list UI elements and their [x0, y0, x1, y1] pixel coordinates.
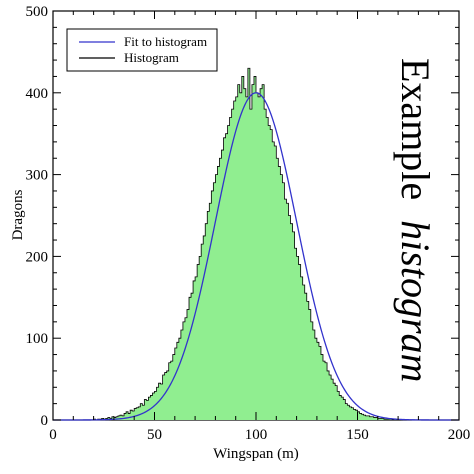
legend-box: [66, 28, 218, 72]
x-tick-label: 50: [147, 427, 162, 443]
tick-layer: 0 50 100 150 200 0 100 200 300 400 500: [26, 4, 471, 443]
x-tick-label: 0: [49, 427, 57, 443]
y-tick-label: 400: [26, 86, 49, 102]
legend-fit-label: Fit to histogram: [124, 34, 207, 49]
y-tick-label: 100: [26, 331, 49, 347]
histogram-outline: [53, 67, 459, 421]
histogram-layer: [53, 67, 459, 421]
y-axis-label: Dragons: [10, 189, 26, 240]
x-tick-label: 100: [245, 427, 268, 443]
y-tick-label: 0: [41, 413, 49, 429]
fit-curve: [53, 92, 459, 421]
legend-hist-label: Histogram: [124, 50, 179, 65]
fit-layer: [53, 92, 459, 421]
x-tick-label: 200: [448, 427, 471, 443]
x-axis-label: Wingspan (m): [213, 446, 299, 462]
side-title-main: Example: [393, 58, 438, 200]
x-tick-label: 150: [346, 427, 369, 443]
side-title: Example histogram: [393, 58, 438, 382]
y-tick-label: 300: [26, 168, 49, 184]
legend: Fit to histogram Histogram: [66, 28, 218, 72]
y-tick-label: 200: [26, 249, 49, 265]
histogram-fill: [53, 68, 459, 420]
y-tick-label: 500: [26, 4, 49, 20]
side-title-italic: histogram: [393, 220, 438, 382]
